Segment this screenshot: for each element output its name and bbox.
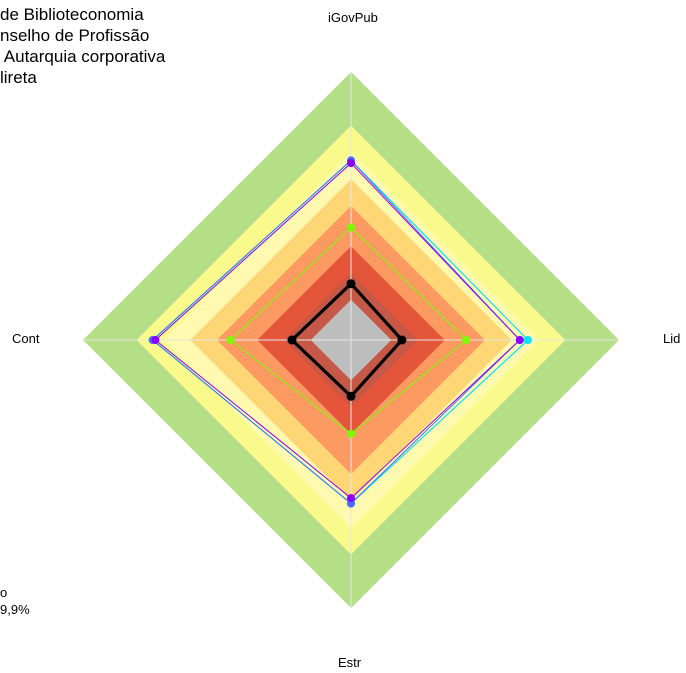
point-2-lid [515,336,524,344]
footer-line-1: o [0,585,8,600]
point-4-cont [287,335,297,345]
title-line-2: nselho de Profissão [0,26,150,45]
title-line-4: lireta [0,68,37,87]
series-2 [151,159,524,503]
point-2-igovpub [347,159,355,168]
point-3-igovpub [347,223,355,232]
point-2-estr [347,494,355,503]
point-3-estr [347,429,355,438]
footer-text: o 9,9% [0,584,30,618]
point-4-igovpub [346,279,356,289]
title-line-1: de Biblioteconomia [0,5,144,24]
axis-label-estr: Estr [338,655,362,670]
point-2-cont [151,336,160,344]
point-3-cont [226,336,235,344]
data-series [148,156,532,508]
series-3 [226,223,471,438]
point-0-lid [523,336,532,344]
footer-line-2: 9,9% [0,602,30,617]
axis-label-cont: Cont [12,331,40,346]
point-3-lid [462,336,471,344]
axis-lines [83,72,619,608]
point-4-estr [346,391,356,401]
point-4-lid [397,335,407,345]
axis-label-lid: Lid [663,331,681,346]
series-4 [287,279,407,401]
chart-title: de Biblioteconomia nselho de Profissão A… [0,4,165,88]
title-line-3: Autarquia corporativa [0,47,166,66]
axis-label-igovpub: iGovPub [328,10,378,25]
